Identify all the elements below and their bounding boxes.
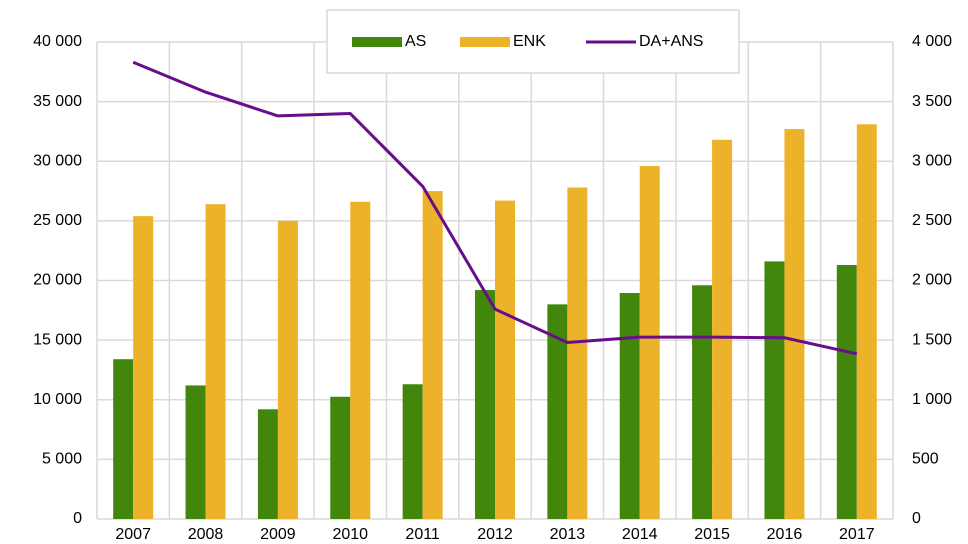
x-tick-label: 2017 [839,526,875,543]
y-tick-label: 20 000 [33,272,82,289]
bar [547,304,568,519]
bar [402,384,423,519]
bar [567,187,588,520]
y-tick-label: 0 [73,510,82,527]
bar [350,201,371,520]
legend-label: ENK [513,33,546,50]
y2-tick-label: 1 000 [912,391,952,408]
legend-swatch [460,37,510,47]
y2-tick-label: 1 500 [912,331,952,348]
y-tick-label: 15 000 [33,331,82,348]
y-tick-label: 10 000 [33,391,82,408]
y2-tick-label: 2 000 [912,272,952,289]
x-tick-label: 2015 [694,526,730,543]
bar [495,200,515,520]
bar [113,359,134,519]
bar [422,191,443,519]
bar [475,290,495,519]
legend-label: AS [405,33,426,50]
x-tick-label: 2007 [115,526,151,543]
y-tick-label: 25 000 [33,212,82,229]
y2-tick-label: 3 500 [912,93,952,110]
x-tick-label: 2011 [405,526,440,543]
bar [277,220,298,519]
x-tick-label: 2016 [767,526,803,543]
bar [185,385,206,519]
bar [836,264,857,519]
x-tick-label: 2014 [622,526,658,543]
bar [784,129,805,520]
bar [639,166,660,519]
bar [764,261,785,519]
y-tick-label: 35 000 [33,93,82,110]
x-tick-label: 2010 [332,526,368,543]
bar [692,285,713,519]
y2-tick-label: 3 000 [912,152,952,169]
legend-swatch [352,37,402,47]
y2-tick-label: 500 [912,451,939,468]
x-tick-label: 2013 [550,526,586,543]
bar [712,139,733,519]
y2-tick-label: 2 500 [912,212,952,229]
y-tick-label: 30 000 [33,152,82,169]
x-tick-label: 2012 [477,526,513,543]
bar [133,216,154,520]
bar [257,409,278,519]
x-tick-label: 2009 [260,526,296,543]
y2-tick-label: 4 000 [912,33,952,50]
y-tick-label: 5 000 [42,451,82,468]
bar [856,124,877,519]
line [132,60,858,356]
legend-label: DA+ANS [639,33,703,50]
bar [205,204,226,519]
y-tick-label: 40 000 [33,33,82,50]
bar [619,293,640,519]
bar [330,396,351,519]
x-tick-label: 2008 [188,526,224,543]
y2-tick-label: 0 [912,510,921,527]
